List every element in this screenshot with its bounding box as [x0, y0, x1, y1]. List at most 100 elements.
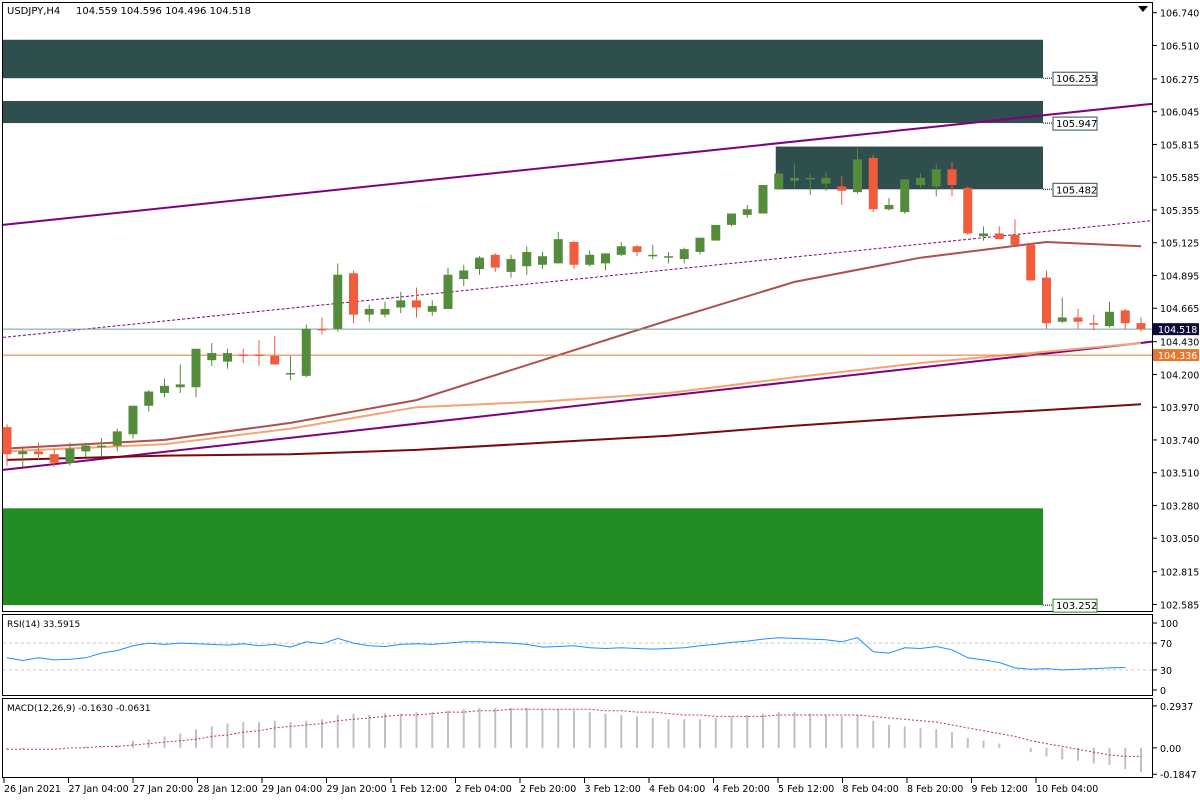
moving-average-line-1	[6, 342, 1142, 453]
zone-supply-2	[775, 146, 1043, 190]
price-tick-label: 103.970	[1160, 403, 1199, 414]
zone-label-text: 103.252	[1056, 601, 1097, 612]
candle-body	[490, 254, 500, 268]
candle-body	[821, 177, 831, 184]
rsi-line	[6, 637, 1126, 671]
candle-body	[994, 233, 1004, 240]
candle-body	[853, 159, 862, 193]
candle-body	[443, 274, 453, 309]
candle-body	[695, 237, 705, 252]
price-tick-label: 106.510	[1160, 41, 1199, 52]
time-tick-label: 4 Feb 04:00	[649, 784, 705, 795]
price-tick-label: 103.510	[1160, 469, 1199, 480]
time-tick-label: 1 Feb 12:00	[391, 784, 447, 795]
price-axis: 106.740 106.510 106.275 106.045 105.815 105.5…	[1152, 9, 1199, 611]
candle-body	[679, 249, 689, 260]
chart-shift-marker[interactable]	[1138, 6, 1148, 12]
candle-body	[837, 186, 847, 191]
candle-body	[349, 273, 358, 315]
candle-body	[1026, 244, 1036, 281]
time-tick-label: 28 Jan 12:00	[198, 784, 258, 795]
time-tick-label: 27 Jan 04:00	[69, 784, 129, 795]
candle-body	[459, 270, 469, 280]
candle-body	[191, 348, 201, 388]
price-tick-label: 103.050	[1160, 534, 1199, 545]
candle-body	[648, 254, 658, 257]
price-tick-label: 105.125	[1160, 239, 1199, 250]
candle-body	[632, 246, 642, 252]
candle-body	[2, 427, 12, 455]
candle-body	[238, 354, 248, 356]
candle-body	[1042, 277, 1051, 324]
candle-body	[522, 251, 532, 267]
rsi-tick-label: 0	[1160, 686, 1166, 697]
rsi-title: RSI(14) 33.5915	[7, 620, 80, 630]
candle-body	[1057, 317, 1067, 322]
time-tick-label: 2 Feb 20:00	[520, 784, 576, 795]
moving-averages	[6, 240, 1142, 461]
time-tick-label: 4 Feb 20:00	[714, 784, 770, 795]
time-tick-label: 8 Feb 04:00	[843, 784, 899, 795]
zone-label-box	[1052, 182, 1098, 197]
candle-body	[947, 169, 957, 186]
price-tick-label: 105.585	[1160, 173, 1199, 184]
chart-symbol-header: USDJPY,H4	[7, 6, 60, 17]
price-tick-label: 104.895	[1160, 271, 1199, 282]
channel-upper-line	[2, 102, 1153, 226]
time-tick-label: 2 Feb 04:00	[456, 784, 512, 795]
time-tick-label: 29 Jan 20:00	[327, 784, 387, 795]
zone-label-text: 105.947	[1056, 119, 1097, 130]
candle-body	[144, 391, 154, 406]
candle-body	[1105, 311, 1114, 327]
rsi-panel-frame	[2, 614, 1153, 696]
time-tick-label: 27 Jan 20:00	[133, 784, 193, 795]
zone-label-box	[1052, 598, 1098, 613]
price-tick-label: 104.430	[1160, 338, 1199, 349]
candle-body	[18, 451, 28, 455]
price-tick-label: 106.045	[1160, 108, 1199, 119]
candle-body	[112, 431, 122, 446]
zone-supply-0	[3, 39, 1043, 79]
time-axis: 26 Jan 2021 27 Jan 04:00 27 Jan 20:00 28 Ja…	[3, 778, 1098, 795]
price-tick-label: 103.280	[1160, 501, 1199, 512]
moving-average-line-0	[6, 240, 1142, 450]
zone-supply-1	[3, 100, 1043, 124]
level-price-badge	[1153, 349, 1199, 362]
candle-body	[270, 355, 280, 365]
candle-body	[774, 173, 784, 190]
candle-body	[538, 256, 547, 265]
candle-body	[742, 209, 752, 215]
candle-body	[805, 177, 815, 180]
price-tick-label: 106.275	[1160, 75, 1199, 86]
price-tick-label: 106.740	[1160, 9, 1199, 20]
candle-body	[333, 274, 343, 329]
candle-body	[979, 233, 988, 237]
candle-body	[81, 445, 91, 452]
time-tick-label: 29 Jan 04:00	[262, 784, 322, 795]
last-price-text: 104.518	[1158, 325, 1197, 336]
candle-body	[1089, 323, 1099, 325]
candle-body	[758, 185, 768, 214]
candle-body	[49, 454, 59, 463]
candle-body	[900, 179, 910, 213]
candle-body	[963, 187, 973, 234]
candle-body	[585, 254, 595, 265]
time-tick-label: 3 Feb 12:00	[585, 784, 641, 795]
moving-average-line-2	[6, 403, 1142, 461]
candle-body	[916, 177, 925, 186]
candle-body	[884, 204, 894, 210]
time-tick-label: 8 Feb 20:00	[907, 784, 963, 795]
candle-body	[475, 257, 484, 270]
macd-tick-label: -0.1847	[1160, 770, 1197, 781]
candle-body	[317, 328, 327, 331]
candle-body	[427, 306, 437, 312]
candle-body	[223, 353, 232, 362]
candle-body	[412, 300, 421, 308]
rsi-tick-label: 70	[1160, 639, 1172, 650]
zone-label-text: 105.482	[1056, 185, 1097, 196]
candle-body	[301, 328, 311, 376]
zone-label-box	[1052, 116, 1098, 131]
candle-body	[569, 241, 579, 265]
